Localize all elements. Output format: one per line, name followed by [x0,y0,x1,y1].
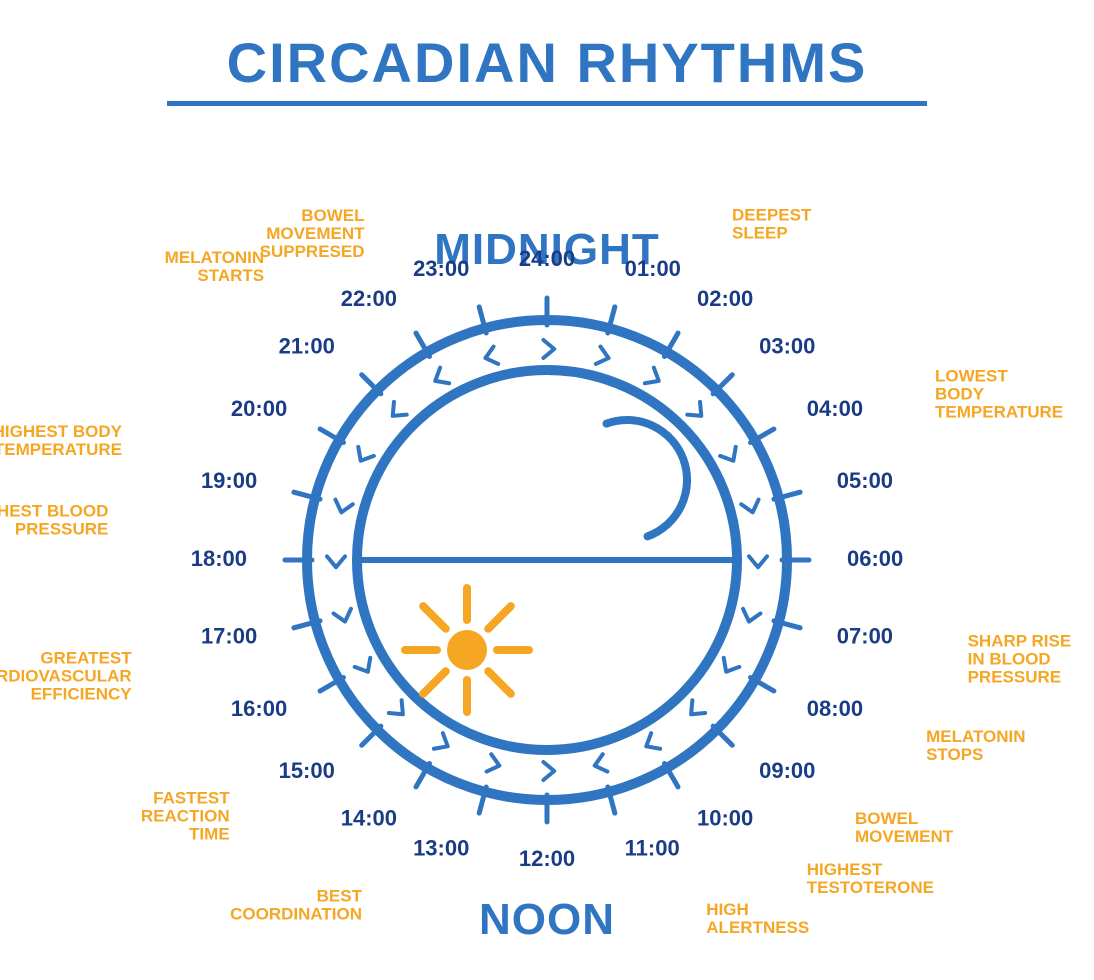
annotation: BOWELMOVEMENT [855,809,954,846]
hour-label: 15:00 [279,758,335,783]
hour-label: 17:00 [201,623,257,648]
hour-label: 10:00 [697,806,753,831]
hour-label: 04:00 [807,396,863,421]
hour-label: 01:00 [625,256,681,281]
hour-label: 18:00 [191,546,247,571]
noon-label: NOON [0,895,1094,945]
annotation: MELATONINSTOPS [926,727,1025,764]
hour-label: 24:00 [519,246,575,271]
annotation: LOWESTBODYTEMPERATURE [935,366,1063,421]
hour-label: 22:00 [341,286,397,311]
hour-label: 07:00 [837,623,893,648]
hour-label: 23:00 [413,256,469,281]
annotation: GREATESTCARDIOVASCULAREFFICIENCY [0,648,132,703]
hour-label: 05:00 [837,468,893,493]
hour-label: 16:00 [231,696,287,721]
hour-label: 21:00 [279,334,335,359]
hour-label: 13:00 [413,836,469,861]
hour-label: 14:00 [341,806,397,831]
annotation: FASTESTREACTIONTIME [141,789,230,844]
annotation: HIGHEST BLOODPRESSURE [0,501,108,538]
hour-label: 03:00 [759,334,815,359]
annotation: SHARP RISEIN BLOODPRESSURE [968,631,1072,686]
moon-icon [606,403,703,536]
hour-label: 20:00 [231,396,287,421]
annotation: BOWELMOVEMENTSUPPRESED [260,206,365,261]
hour-label: 02:00 [697,286,753,311]
annotation: MELATONINSTARTS [165,248,264,285]
hour-label: 12:00 [519,846,575,871]
annotation: DEEPESTSLEEP [732,206,812,243]
hour-label: 11:00 [625,836,680,861]
hour-label: 09:00 [759,758,815,783]
hour-label: 08:00 [807,696,863,721]
annotation: HIGHESTTESTOTERONE [807,860,934,897]
hour-label: 19:00 [201,468,257,493]
hour-label: 06:00 [847,546,903,571]
annotation: HIGHEST BODYTEMPERATURE [0,422,123,459]
sun-icon [405,588,529,712]
